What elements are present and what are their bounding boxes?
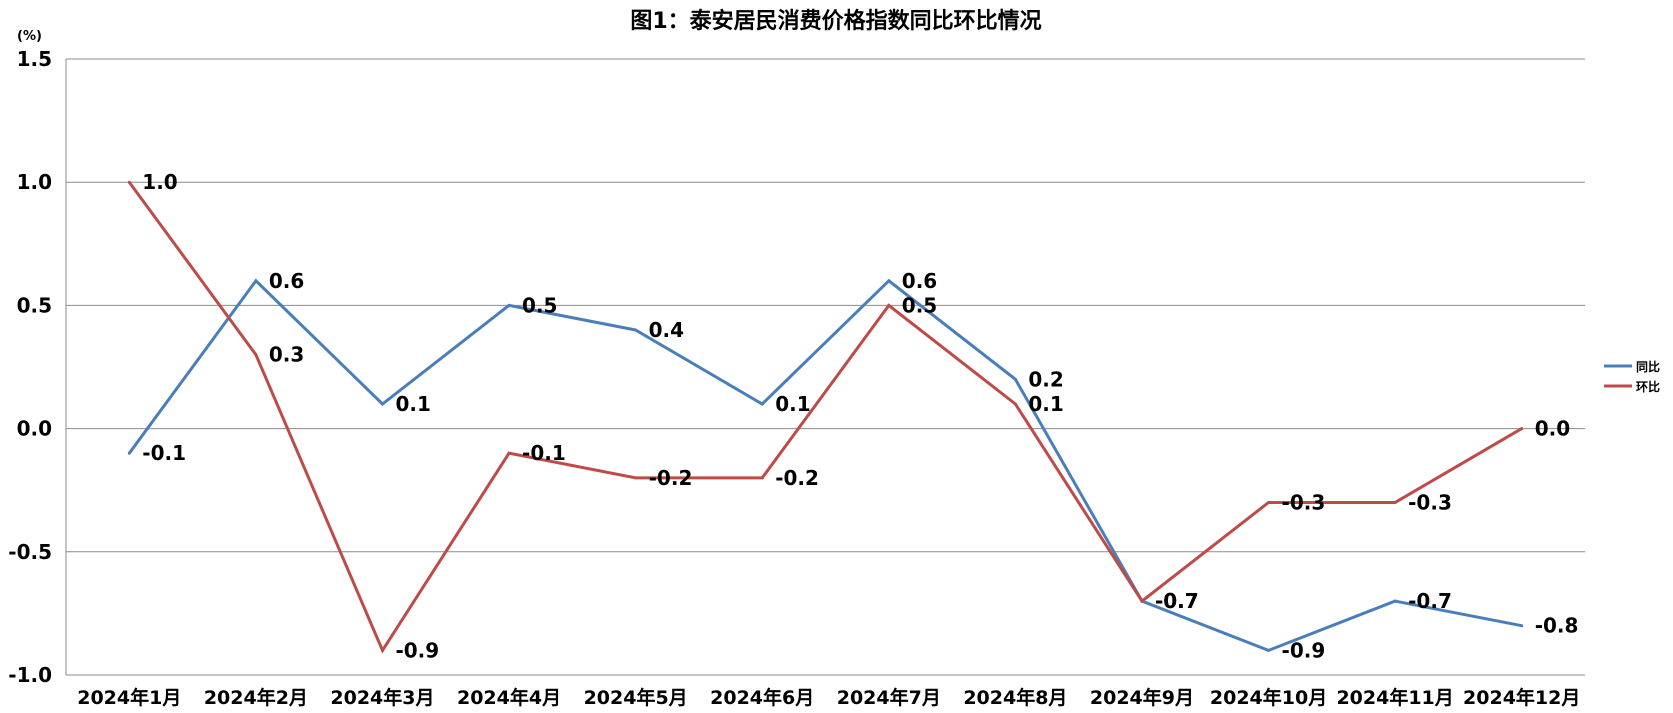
data-label: 0.5 [522, 293, 557, 317]
axes [65, 59, 1585, 676]
data-label: -0.7 [1155, 589, 1199, 613]
data-label: 0.2 [1028, 367, 1063, 391]
data-label: -0.8 [1535, 614, 1579, 638]
data-point [1140, 599, 1144, 603]
x-tick-label: 2024年2月 [204, 686, 308, 709]
data-point [507, 303, 511, 307]
data-point [887, 303, 891, 307]
data-point [634, 328, 638, 332]
data-label: 0.5 [902, 293, 937, 317]
chart-title: 图1：泰安居民消费价格指数同比环比情况 [630, 8, 1041, 34]
legend: 同比环比 [1604, 359, 1660, 394]
data-point [1393, 501, 1397, 505]
data-point [760, 402, 764, 406]
data-point [254, 353, 258, 357]
series-line-2 [128, 181, 1523, 654]
data-label: 1.0 [142, 170, 177, 194]
y-tick-label: 0.0 [17, 417, 52, 441]
x-tick-label: 2024年5月 [584, 686, 688, 709]
data-point [1520, 624, 1524, 628]
data-point [127, 451, 131, 455]
data-label: 0.0 [1535, 417, 1570, 441]
data-label: -0.1 [522, 441, 566, 465]
data-label: 0.1 [1028, 392, 1063, 416]
data-point [1520, 427, 1524, 431]
x-tick-label: 2024年11月 [1336, 686, 1453, 709]
data-label: 0.3 [269, 343, 304, 367]
x-tick-label: 2024年4月 [457, 686, 561, 709]
x-tick-label: 2024年6月 [710, 686, 814, 709]
data-label: -0.7 [1408, 589, 1452, 613]
data-label: -0.1 [142, 441, 186, 465]
data-point [380, 648, 384, 652]
x-tick-label: 2024年10月 [1210, 686, 1327, 709]
y-tick-label: 1.5 [17, 47, 52, 71]
x-tick-label: 2024年8月 [963, 686, 1067, 709]
data-point [127, 180, 131, 184]
data-label: 0.1 [775, 392, 810, 416]
x-tick-label: 2024年7月 [837, 686, 941, 709]
x-tick-label: 2024年12月 [1463, 686, 1580, 709]
data-point [380, 402, 384, 406]
data-label: -0.3 [1408, 491, 1452, 515]
data-label: 0.6 [902, 269, 937, 293]
data-label: 0.4 [649, 318, 684, 342]
data-point [1267, 501, 1271, 505]
data-point [507, 451, 511, 455]
x-tick-label: 2024年1月 [77, 686, 181, 709]
data-label: 0.1 [395, 392, 430, 416]
data-point [1267, 648, 1271, 652]
y-tick-label: 0.5 [17, 293, 52, 317]
data-point [634, 476, 638, 480]
series-line-1 [128, 278, 1522, 653]
legend-label: 同比 [1636, 359, 1660, 374]
y-tick-label: -1.0 [8, 663, 52, 687]
x-tick-label: 2024年9月 [1090, 686, 1194, 709]
x-axis-ticks: 2024年1月 2024年2月 2024年3月 2024年4月 2024年5月 2024年… [77, 686, 1580, 709]
data-labels: -0.1 0.6 0.1 0.5 0.4 0.1 0.6 0.2 -0.7 -0.9 -0.7 -0.… [142, 170, 1578, 662]
data-point [1013, 377, 1017, 381]
data-label: -0.7 [1155, 589, 1199, 613]
data-label: -0.2 [775, 466, 819, 490]
legend-label: 环比 [1636, 379, 1660, 394]
data-label: -0.9 [395, 638, 439, 662]
data-point [887, 279, 891, 283]
gridlines [66, 58, 1585, 676]
x-tick-label: 2024年3月 [330, 686, 434, 709]
data-label: -0.2 [649, 466, 693, 490]
data-label: -0.3 [1282, 491, 1326, 515]
series-lines [127, 180, 1524, 654]
y-tick-label: 1.0 [17, 170, 52, 194]
data-point [254, 279, 258, 283]
data-label: -0.9 [1282, 638, 1326, 662]
data-point [1013, 402, 1017, 406]
data-point [1393, 599, 1397, 603]
data-point [760, 476, 764, 480]
y-axis-ticks: -1.0 -0.5 0.0 0.5 1.0 1.5 [8, 47, 52, 687]
data-label: 0.6 [269, 269, 304, 293]
y-tick-label: -0.5 [8, 540, 52, 564]
y-axis-unit: (%) [17, 29, 42, 44]
